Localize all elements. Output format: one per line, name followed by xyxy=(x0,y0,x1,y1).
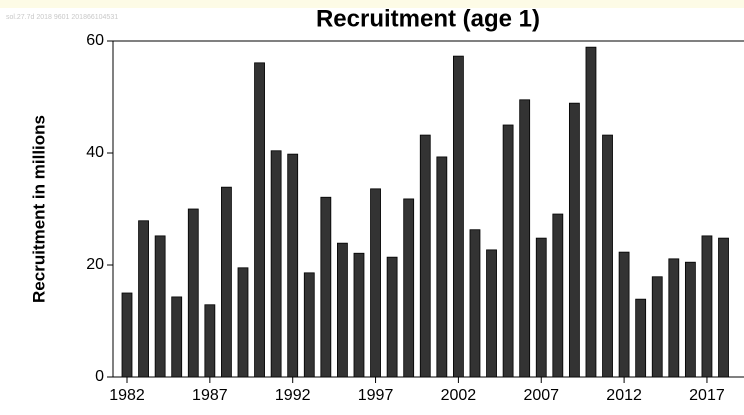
bar xyxy=(320,196,332,378)
bar xyxy=(668,258,680,378)
x-tick-label: 2017 xyxy=(689,387,725,404)
bar xyxy=(303,272,315,378)
bar xyxy=(121,292,133,378)
annotation: sol.27.7d 2018 9601 201866104531 xyxy=(6,14,118,21)
bar xyxy=(519,99,531,378)
bar xyxy=(254,62,265,378)
bar xyxy=(602,134,613,378)
bar xyxy=(353,252,365,378)
bar xyxy=(337,242,348,378)
y-tick-label: 20 xyxy=(86,256,104,273)
bar xyxy=(552,213,564,378)
bar xyxy=(154,235,166,378)
bar xyxy=(138,220,149,378)
chart-title: Recruitment (age 1) xyxy=(316,5,540,32)
bar xyxy=(270,150,282,378)
bar xyxy=(237,267,249,378)
bar xyxy=(187,208,199,378)
top-band xyxy=(0,0,744,8)
bar xyxy=(684,261,696,378)
y-tick-label: 40 xyxy=(86,144,104,161)
bar xyxy=(701,235,713,378)
bar xyxy=(502,124,514,378)
x-tick-label: 1992 xyxy=(275,387,311,404)
bar xyxy=(419,134,431,378)
x-tick-label: 1982 xyxy=(109,387,145,404)
bar xyxy=(386,256,398,378)
bar xyxy=(486,249,497,378)
bar xyxy=(370,188,381,378)
bar xyxy=(469,229,481,378)
bar xyxy=(568,102,580,378)
x-tick-label: 2007 xyxy=(523,387,559,404)
y-tick-label: 60 xyxy=(86,32,104,49)
bar xyxy=(403,198,415,378)
bar xyxy=(635,298,647,378)
bar xyxy=(436,156,448,378)
bar xyxy=(718,237,729,378)
bar xyxy=(171,296,183,378)
bar xyxy=(618,251,630,378)
y-tick-label: 0 xyxy=(95,368,104,385)
x-tick-label: 2002 xyxy=(441,387,477,404)
x-tick-label: 2012 xyxy=(606,387,642,404)
x-tick-label: 1987 xyxy=(192,387,228,404)
bar xyxy=(221,186,232,378)
bar xyxy=(651,276,663,378)
bar xyxy=(204,304,216,378)
bar xyxy=(535,237,547,378)
x-tick-label: 1997 xyxy=(358,387,394,404)
bar xyxy=(287,153,299,378)
y-axis-label: Recruitment in millions xyxy=(29,115,48,303)
bar xyxy=(585,46,597,378)
bar xyxy=(452,55,464,378)
